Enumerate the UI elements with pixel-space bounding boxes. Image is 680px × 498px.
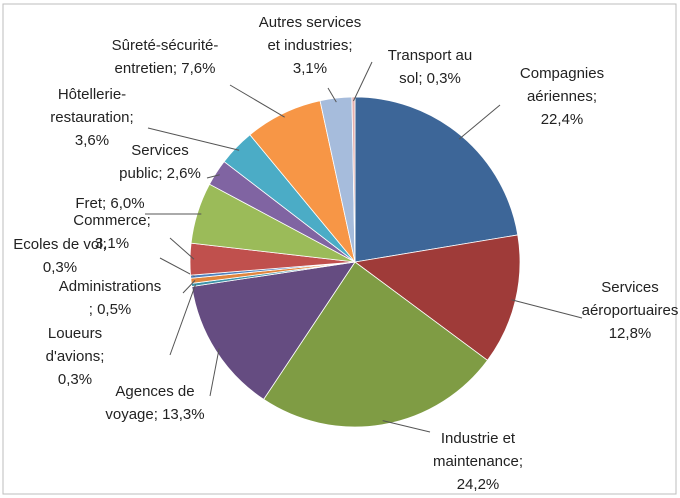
data-label-line: 12,8% [609, 325, 652, 342]
data-label-line: d'avions; [46, 348, 105, 365]
pie-slice [263, 261, 489, 428]
data-label: Services aéroportuaires 12,8% [582, 279, 679, 342]
data-label-line: Hôtellerie- [58, 86, 126, 103]
data-label-line: Services [131, 142, 189, 159]
data-label-line: Industrie et [441, 430, 516, 447]
pie-slice [354, 96, 519, 263]
data-label: Loueurs d'avions; 0,3% [46, 325, 105, 388]
data-label-line: Services [601, 279, 659, 296]
data-label-line: entretien; 7,6% [115, 60, 216, 77]
data-label: Industrie et maintenance; 24,2% [433, 430, 523, 493]
data-label-line: restauration; [50, 109, 133, 126]
data-label: Fret; 6,0% [75, 195, 144, 212]
data-label-line: 22,4% [541, 111, 584, 128]
data-label-line: Commerce; [73, 212, 151, 229]
data-label-line: aériennes; [527, 88, 597, 105]
data-label-line: Agences de [115, 383, 194, 400]
data-label-line: voyage; 13,3% [105, 406, 204, 423]
data-label-line: Transport au [388, 47, 473, 64]
data-label: Hôtellerie-restauration; 3,6% [50, 86, 133, 149]
data-label-line: 3,1% [95, 235, 129, 252]
data-label: Sûreté-sécurité-entretien; 7,6% [112, 37, 219, 77]
data-label: Compagnies aériennes; 22,4% [520, 65, 604, 128]
leader-line [382, 420, 431, 433]
data-label: Agences de voyage; 13,3% [105, 383, 204, 423]
leader-line [169, 284, 197, 356]
data-label: Administrations ; 0,5% [59, 278, 162, 318]
leader-line [327, 87, 337, 103]
leader-line [511, 299, 583, 319]
data-label-line: aéroportuaires [582, 302, 679, 319]
data-label-line: Administrations [59, 278, 162, 295]
data-label-line: Compagnies [520, 65, 604, 82]
data-label-line: Ecoles de vol; [13, 236, 106, 253]
leader-line [147, 127, 240, 151]
data-label-line: ; 0,5% [89, 301, 132, 318]
data-label: Transport au sol; 0,3% [388, 47, 473, 87]
leader-line [159, 257, 195, 277]
leader-line [458, 104, 501, 140]
data-label-line: 24,2% [457, 476, 500, 493]
data-label-line: Fret; 6,0% [75, 195, 144, 212]
leader-line [206, 174, 220, 179]
leader-line [209, 348, 220, 397]
data-label-line: Loueurs [48, 325, 102, 342]
data-label-line: maintenance; [433, 453, 523, 470]
data-label-line: 0,3% [58, 371, 92, 388]
data-label: Services public; 2,6% [119, 142, 201, 182]
data-label-line: 3,1% [293, 60, 327, 77]
leader-line [353, 61, 373, 102]
leader-line [182, 280, 196, 294]
data-label-line: public; 2,6% [119, 165, 201, 182]
data-label-line: sol; 0,3% [399, 70, 461, 87]
data-label: Autres services et industries; 3,1% [259, 14, 362, 77]
data-label-line: Sûreté-sécurité- [112, 37, 219, 54]
data-label-line: Autres services [259, 14, 362, 31]
data-label-line: 3,6% [75, 132, 109, 149]
data-label: Commerce; 3,1% [73, 212, 151, 252]
data-label-line: 0,3% [43, 259, 77, 276]
leader-line [169, 237, 195, 260]
data-label: Ecoles de vol; 0,3% [13, 236, 106, 276]
data-label-line: et industries; [267, 37, 352, 54]
pie-slice [191, 261, 356, 400]
leader-line [229, 84, 285, 118]
